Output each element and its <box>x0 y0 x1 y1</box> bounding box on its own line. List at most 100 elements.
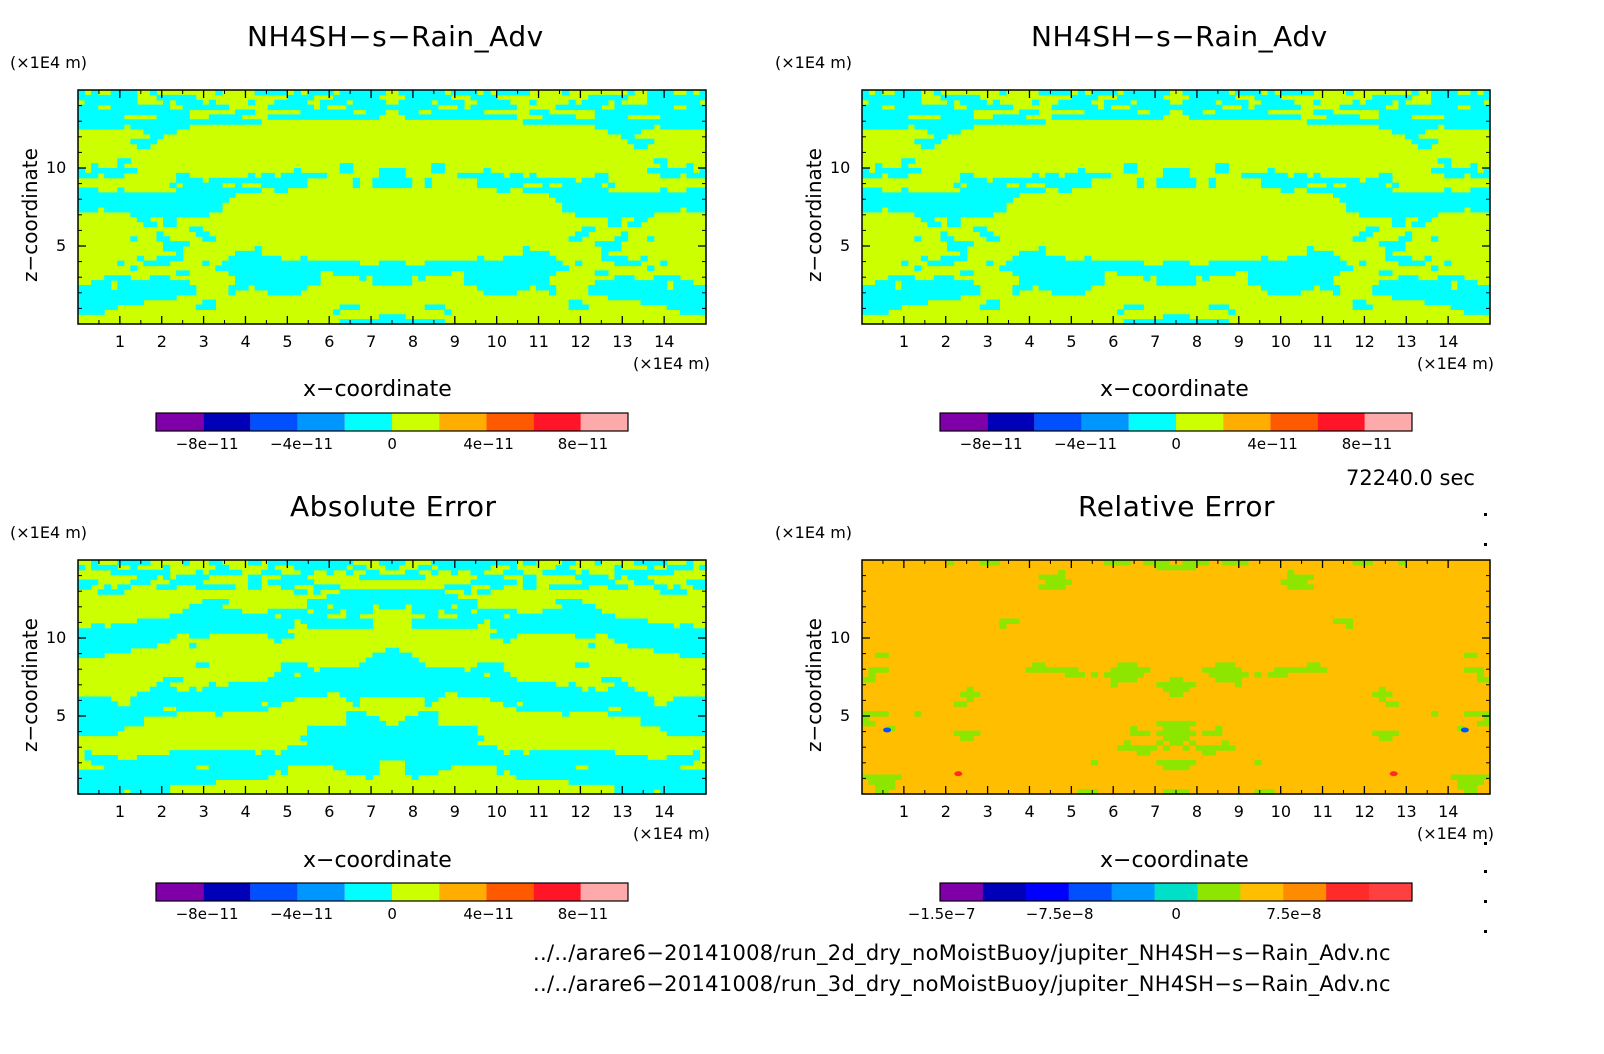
field-cell <box>692 289 701 296</box>
field-cell <box>1019 187 1027 193</box>
field-cell <box>1359 187 1367 193</box>
field-cell <box>1123 319 1131 325</box>
field-cell <box>346 716 354 722</box>
field-cell <box>627 623 635 629</box>
field-cell <box>660 124 668 130</box>
field-cell <box>496 677 504 683</box>
field-cell <box>1404 129 1413 135</box>
field-cell <box>620 236 629 242</box>
field-cell <box>1398 275 1406 281</box>
field-cell <box>385 677 393 683</box>
field-cell <box>1319 250 1328 257</box>
field-cell <box>398 265 406 271</box>
field-cell <box>1326 250 1334 257</box>
field-cell <box>1333 285 1341 291</box>
field-cell <box>1444 163 1452 169</box>
field-cell <box>261 260 269 267</box>
field-cell <box>248 750 256 756</box>
field-cell <box>634 696 642 702</box>
field-cell <box>1306 119 1314 125</box>
field-cell <box>1476 104 1485 111</box>
field-cell <box>1431 236 1439 242</box>
field-cell <box>901 163 909 169</box>
field-cell <box>293 172 302 179</box>
field-cell <box>104 716 112 722</box>
field-cell <box>953 114 961 120</box>
field-cell <box>117 725 125 732</box>
field-cell <box>274 696 282 702</box>
field-cell <box>470 750 478 756</box>
field-cell <box>215 628 223 634</box>
field-cell <box>411 608 419 615</box>
field-cell <box>1254 114 1262 120</box>
field-cell <box>1156 109 1164 115</box>
field-cell <box>496 265 504 271</box>
field-cell <box>1431 280 1439 286</box>
field-cell <box>235 260 243 267</box>
field-cell <box>143 638 151 644</box>
field-cell <box>673 730 681 737</box>
field-cell <box>1437 289 1445 296</box>
field-cell <box>424 613 432 620</box>
field-cell <box>555 750 563 756</box>
field-cell <box>176 124 184 130</box>
field-cell <box>169 221 177 228</box>
field-cell <box>673 124 681 130</box>
field-cell <box>894 207 902 213</box>
field-cell <box>97 564 105 571</box>
field-cell <box>634 143 642 150</box>
x-tick-label: 2 <box>156 332 167 351</box>
field-cell <box>509 618 517 624</box>
field-cell <box>1267 260 1275 267</box>
field-cell <box>1189 99 1197 106</box>
field-cell <box>365 725 373 732</box>
field-cell <box>542 109 550 115</box>
field-cell <box>1189 104 1197 111</box>
field-cell <box>215 564 223 571</box>
field-cell <box>673 294 681 301</box>
field-cell <box>477 579 485 585</box>
field-cell <box>699 207 707 213</box>
field-cell <box>97 304 105 310</box>
field-cell <box>431 260 439 267</box>
field-cell <box>549 608 557 615</box>
field-cell <box>1287 99 1295 106</box>
field-cell <box>483 691 491 698</box>
field-cell <box>477 672 485 678</box>
field-cell <box>300 564 308 571</box>
colorbar-swatch <box>987 413 1035 431</box>
field-cell <box>1339 177 1347 184</box>
field-cell <box>1411 124 1419 130</box>
field-cell <box>306 265 315 271</box>
field-cell <box>483 280 491 286</box>
field-cell <box>1215 104 1223 111</box>
x-tick-label: 4 <box>1024 332 1035 351</box>
field-cell <box>1431 211 1439 218</box>
field-cell <box>960 250 968 257</box>
field-cell <box>333 99 341 106</box>
field-cell <box>542 285 550 291</box>
field-cell <box>933 289 942 296</box>
field-cell <box>280 623 288 629</box>
field-cell <box>326 677 334 683</box>
field-cell <box>287 177 295 184</box>
field-cell <box>208 304 216 310</box>
field-cell <box>372 589 380 595</box>
field-cell <box>1247 280 1256 286</box>
field-cell <box>947 246 955 252</box>
field-cell <box>248 255 256 262</box>
field-cell <box>522 574 530 581</box>
field-cell <box>463 613 472 620</box>
field-cell <box>940 124 948 130</box>
field-cell <box>581 569 589 576</box>
field-cell <box>156 211 164 218</box>
field-cell <box>601 706 609 712</box>
field-cell <box>97 642 105 649</box>
field-cell <box>1182 319 1190 325</box>
field-cell <box>634 138 642 145</box>
field-cell <box>195 618 203 624</box>
field-cell <box>215 584 223 590</box>
field-cell <box>359 662 367 668</box>
field-cell <box>261 628 269 634</box>
field-cell <box>254 584 262 590</box>
